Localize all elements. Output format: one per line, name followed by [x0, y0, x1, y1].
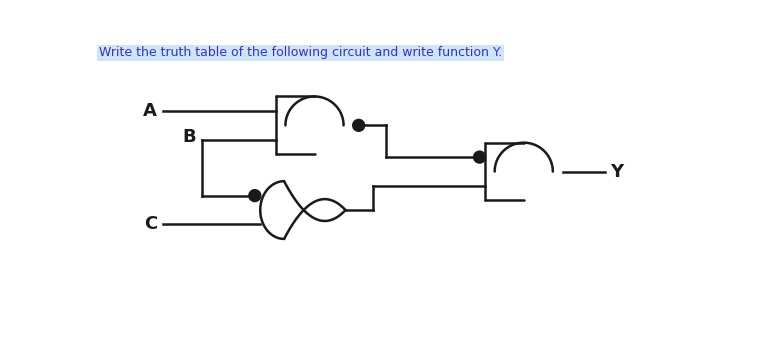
- Text: Y: Y: [611, 162, 624, 181]
- Text: B: B: [183, 129, 196, 146]
- Text: C: C: [144, 215, 158, 234]
- Circle shape: [250, 190, 261, 201]
- Circle shape: [474, 152, 485, 162]
- Text: Write the truth table of the following circuit and write function Y.: Write the truth table of the following c…: [99, 47, 502, 60]
- Text: A: A: [144, 102, 158, 120]
- Circle shape: [353, 120, 364, 131]
